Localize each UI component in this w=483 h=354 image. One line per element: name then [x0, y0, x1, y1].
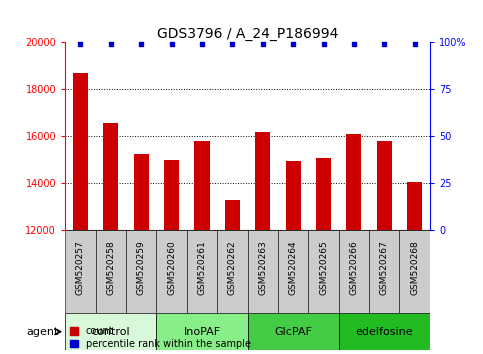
Bar	[73, 73, 88, 354]
Bar	[377, 141, 392, 354]
Bar	[126, 230, 156, 313]
Bar	[65, 313, 156, 350]
Point	[228, 41, 236, 47]
Text: GSM520257: GSM520257	[76, 240, 85, 295]
Text: GSM520262: GSM520262	[228, 240, 237, 295]
Text: GlcPAF: GlcPAF	[274, 327, 312, 337]
Bar	[316, 158, 331, 354]
Text: GSM520268: GSM520268	[410, 240, 419, 295]
Point	[320, 41, 327, 47]
Point	[168, 41, 175, 47]
Point	[289, 41, 297, 47]
Bar	[255, 132, 270, 354]
Text: GSM520265: GSM520265	[319, 240, 328, 295]
Text: GSM520261: GSM520261	[198, 240, 206, 295]
Point	[198, 41, 206, 47]
Bar	[407, 182, 422, 354]
Bar	[339, 313, 430, 350]
Point	[350, 41, 358, 47]
Text: agent: agent	[27, 327, 59, 337]
Text: GSM520259: GSM520259	[137, 240, 146, 295]
Bar	[187, 230, 217, 313]
Text: GSM520258: GSM520258	[106, 240, 115, 295]
Bar	[225, 200, 240, 354]
Bar	[248, 313, 339, 350]
Legend: count, percentile rank within the sample: count, percentile rank within the sample	[70, 326, 251, 349]
Bar	[285, 161, 301, 354]
Bar	[278, 230, 308, 313]
Bar	[103, 124, 118, 354]
Bar	[346, 134, 361, 354]
Point	[411, 41, 419, 47]
Bar	[65, 230, 96, 313]
Bar	[96, 230, 126, 313]
Text: edelfosine: edelfosine	[355, 327, 413, 337]
Bar	[156, 230, 187, 313]
Text: GSM520264: GSM520264	[289, 240, 298, 295]
Bar	[217, 230, 248, 313]
Bar	[369, 230, 399, 313]
Bar	[134, 154, 149, 354]
Point	[107, 41, 114, 47]
Bar	[399, 230, 430, 313]
Bar	[308, 230, 339, 313]
Text: InoPAF: InoPAF	[184, 327, 221, 337]
Bar	[164, 160, 179, 354]
Point	[76, 41, 84, 47]
Text: control: control	[91, 327, 130, 337]
Text: GSM520267: GSM520267	[380, 240, 389, 295]
Point	[381, 41, 388, 47]
Bar	[156, 313, 248, 350]
Point	[259, 41, 267, 47]
Title: GDS3796 / A_24_P186994: GDS3796 / A_24_P186994	[157, 28, 338, 41]
Bar	[248, 230, 278, 313]
Bar	[194, 141, 210, 354]
Text: GSM520260: GSM520260	[167, 240, 176, 295]
Bar	[339, 230, 369, 313]
Text: GSM520263: GSM520263	[258, 240, 267, 295]
Text: GSM520266: GSM520266	[349, 240, 358, 295]
Point	[137, 41, 145, 47]
